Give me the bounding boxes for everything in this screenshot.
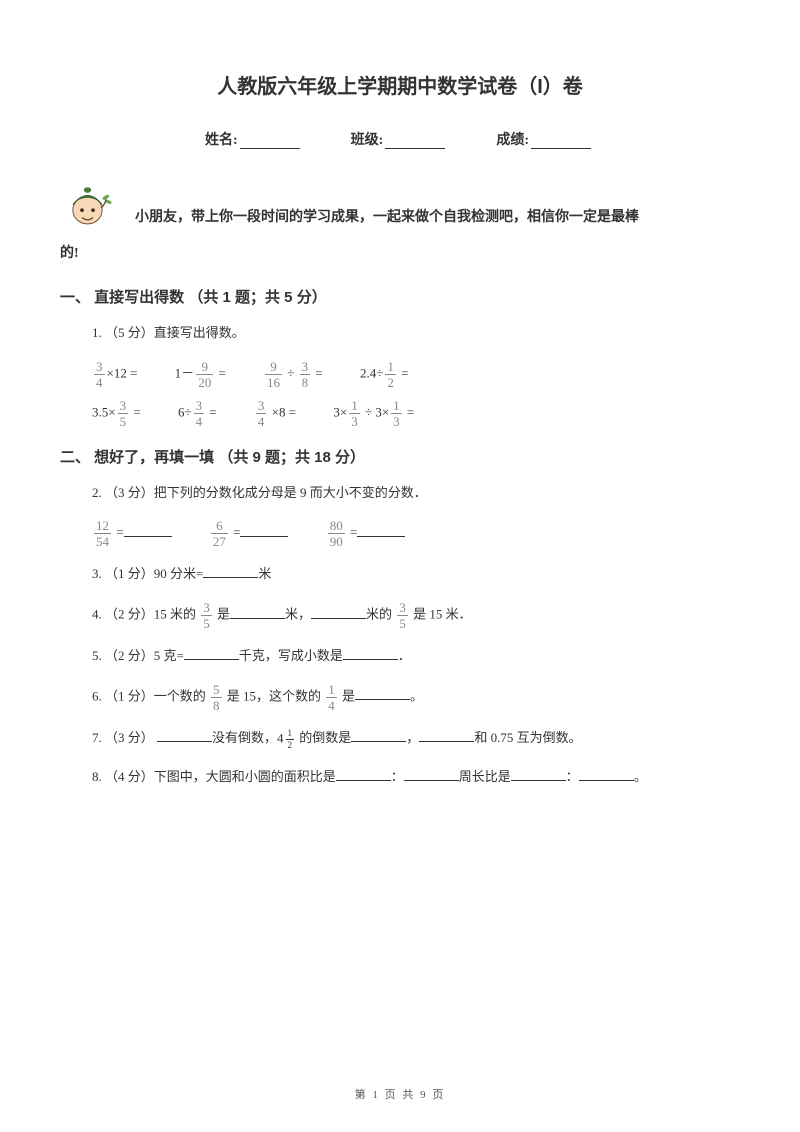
eq-cell: 1－920 =	[175, 360, 226, 389]
mascot-icon	[60, 179, 115, 234]
q2-label: 2. （3 分）把下列的分数化成分母是 9 而大小不变的分数．	[92, 481, 740, 506]
answer-blank[interactable]	[343, 647, 398, 660]
eq-cell: 6÷34 =	[178, 399, 217, 428]
q4: 4. （2 分）15 米的 35 是米，米的 35 是 15 米．	[92, 601, 740, 630]
answer-blank[interactable]	[511, 768, 566, 781]
eq-cell: 34 ×8 =	[254, 399, 296, 428]
score-blank[interactable]	[531, 134, 591, 149]
page-footer: 第 1 页 共 9 页	[0, 1086, 800, 1102]
eq-cell: 3.5×35 =	[92, 399, 141, 428]
q6: 6. （1 分）一个数的 58 是 15，这个数的 14 是。	[92, 683, 740, 712]
q5: 5. （2 分）5 克=千克，写成小数是．	[92, 644, 740, 669]
answer-blank[interactable]	[579, 768, 634, 781]
class-blank[interactable]	[385, 134, 445, 149]
answer-blank[interactable]	[419, 729, 474, 742]
eq-cell: 34×12 =	[92, 360, 137, 389]
eq-cell: 3×13 ÷ 3×13 =	[333, 399, 414, 428]
class-label: 班级:	[351, 133, 384, 148]
page-title: 人教版六年级上学期期中数学试卷（I）卷	[60, 70, 740, 99]
answer-blank[interactable]	[230, 606, 285, 619]
eq-cell: 2.4÷12 =	[360, 360, 408, 389]
q1-row2: 3.5×35 = 6÷34 = 34 ×8 = 3×13 ÷ 3×13 =	[92, 399, 740, 428]
answer-blank[interactable]	[203, 565, 258, 578]
q1-label: 1. （5 分）直接写出得数。	[92, 321, 740, 346]
answer-blank[interactable]	[351, 729, 406, 742]
eq-cell: 8090 =	[326, 519, 406, 548]
answer-blank[interactable]	[240, 524, 288, 537]
q2-row: 1254 = 627 = 8090 =	[92, 519, 740, 548]
name-blank[interactable]	[240, 134, 300, 149]
q1-row1: 34×12 = 1－920 = 916 ÷ 38 = 2.4÷12 =	[92, 360, 740, 389]
exam-page: 人教版六年级上学期期中数学试卷（I）卷 姓名: 班级: 成绩: 小朋友，带上你一…	[0, 0, 800, 1132]
mixed-fraction: 412	[277, 726, 296, 751]
intro-row: 小朋友，带上你一段时间的学习成果，一起来做个自我检测吧，相信你一定是最棒	[60, 179, 740, 234]
eq-cell: 627 =	[209, 519, 289, 548]
student-info-line: 姓名: 班级: 成绩:	[60, 129, 740, 149]
intro-text-2: 的!	[60, 242, 740, 262]
answer-blank[interactable]	[357, 524, 405, 537]
intro-text-1: 小朋友，带上你一段时间的学习成果，一起来做个自我检测吧，相信你一定是最棒	[135, 203, 639, 234]
answer-blank[interactable]	[311, 606, 366, 619]
name-label: 姓名:	[205, 133, 238, 148]
answer-blank[interactable]	[184, 647, 239, 660]
answer-blank[interactable]	[404, 768, 459, 781]
score-label: 成绩:	[496, 133, 529, 148]
answer-blank[interactable]	[157, 729, 212, 742]
answer-blank[interactable]	[355, 687, 410, 700]
q8: 8. （4 分）下图中，大圆和小圆的面积比是：周长比是：。	[92, 765, 740, 790]
eq-cell: 1254 =	[92, 519, 172, 548]
q3: 3. （1 分）90 分米=米	[92, 562, 740, 587]
section-2-heading: 二、 想好了，再填一填 （共 9 题；共 18 分）	[60, 446, 740, 467]
eq-cell: 916 ÷ 38 =	[263, 360, 323, 389]
section-1-heading: 一、 直接写出得数 （共 1 题；共 5 分）	[60, 286, 740, 307]
answer-blank[interactable]	[336, 768, 391, 781]
q7: 7. （3 分） 没有倒数，412 的倒数是，和 0.75 互为倒数。	[92, 726, 740, 752]
answer-blank[interactable]	[124, 524, 172, 537]
